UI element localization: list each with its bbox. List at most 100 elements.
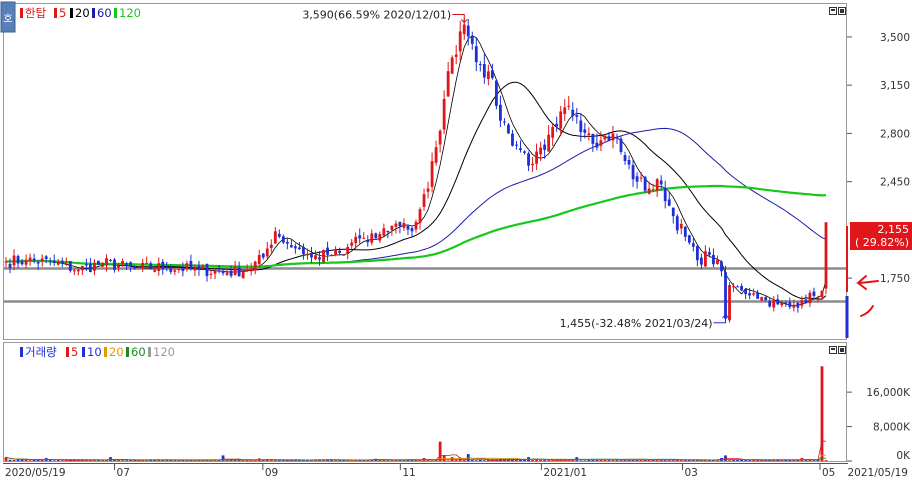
candle-up [378,234,382,241]
candle-up [145,262,149,264]
volume-bar [768,460,772,461]
volume-bar [28,460,32,461]
candle-down [583,129,587,133]
candle-up [157,263,161,272]
candle-down [374,233,378,239]
candle-down [386,230,390,233]
candle-up [611,133,615,141]
volume-bar [229,459,233,461]
candle-up [40,258,44,262]
candle-down [482,64,486,78]
candle-down [527,153,530,166]
volume-bar [105,459,108,461]
candle-up [442,98,446,130]
candle-up [446,71,450,97]
candle-up [603,135,607,140]
volume-bar [756,460,760,461]
price-tick-label: 2,450 [880,177,910,189]
volume-bar [531,460,534,461]
candle-down [499,104,502,121]
volume-bar [354,460,358,461]
candle-down [474,46,478,63]
candle-up [772,300,776,308]
price-tick-label: 2,800 [880,128,910,140]
volume-bar [635,459,639,461]
volume-bar [515,459,518,461]
volume-bar [619,460,623,461]
volume-bar [643,459,647,461]
volume-bar [378,459,382,461]
candle-up [209,273,213,275]
volume-bar [695,460,699,461]
candle-down [671,207,675,217]
candle-down [667,199,671,206]
candle-down [398,221,402,227]
volume-bar [426,459,430,461]
volume-bar [744,460,748,461]
candle-up [193,266,197,271]
support-resistance-lines [4,267,846,303]
legend-ma60: 60 [97,6,112,20]
volume-bar [712,460,715,461]
candle-down [169,266,173,272]
candle-up [173,270,177,272]
candle-down [60,260,64,264]
volume-bar [780,460,784,461]
candle-down [205,264,209,277]
candle-up [559,111,563,129]
volume-bar [113,459,116,461]
candle-down [607,136,611,141]
candle-up [486,71,490,80]
volume-window-toggle-icon[interactable] [829,346,846,354]
volume-panel-frame [3,342,847,462]
volume-bar [346,460,350,461]
candle-down [338,250,342,253]
volume-bar [269,460,273,461]
candle-up [639,177,643,179]
svg-text:호: 호 [3,13,12,25]
candle-up [153,269,157,272]
volume-bar [519,459,522,461]
volume-bar [651,459,655,461]
candle-up [655,179,659,191]
volume-bar [402,459,406,461]
candle-up [438,130,442,145]
candle-down [84,264,88,266]
candle-down [764,297,768,301]
candle-up [233,266,237,275]
legend-swatch-ma5 [54,8,57,18]
candle-down [310,253,313,258]
volume-bar [808,459,812,461]
candle-down [326,247,329,255]
candle-down [675,216,679,231]
candle-down [683,226,687,237]
volume-bar [20,459,24,461]
low-label: 1,455(-32.48% 2021/03/24) [560,317,713,330]
candle-down [44,256,48,259]
volume-bar [490,460,494,461]
volume-bar [503,459,506,461]
volume-bar [310,460,313,461]
volume-bar [691,460,695,461]
candle-up [732,286,735,288]
volume-bar [56,460,60,461]
candle-up [816,297,820,299]
volume-bar [539,460,543,461]
date-tick-label: 11 [402,467,415,479]
candle-down [796,302,800,308]
candle-down [406,225,410,230]
candle-up [800,300,804,306]
candle-up [269,244,273,249]
candle-down [631,165,635,180]
candle-up [64,262,68,264]
settings-badge-icon[interactable]: 호 [0,1,16,33]
candle-up [752,293,756,295]
candle-up [704,251,707,267]
volume-bar [671,460,675,461]
volume-bar [32,459,36,461]
candle-down [503,121,506,123]
window-toggle-icon[interactable] [829,7,846,15]
candle-down [470,36,474,44]
